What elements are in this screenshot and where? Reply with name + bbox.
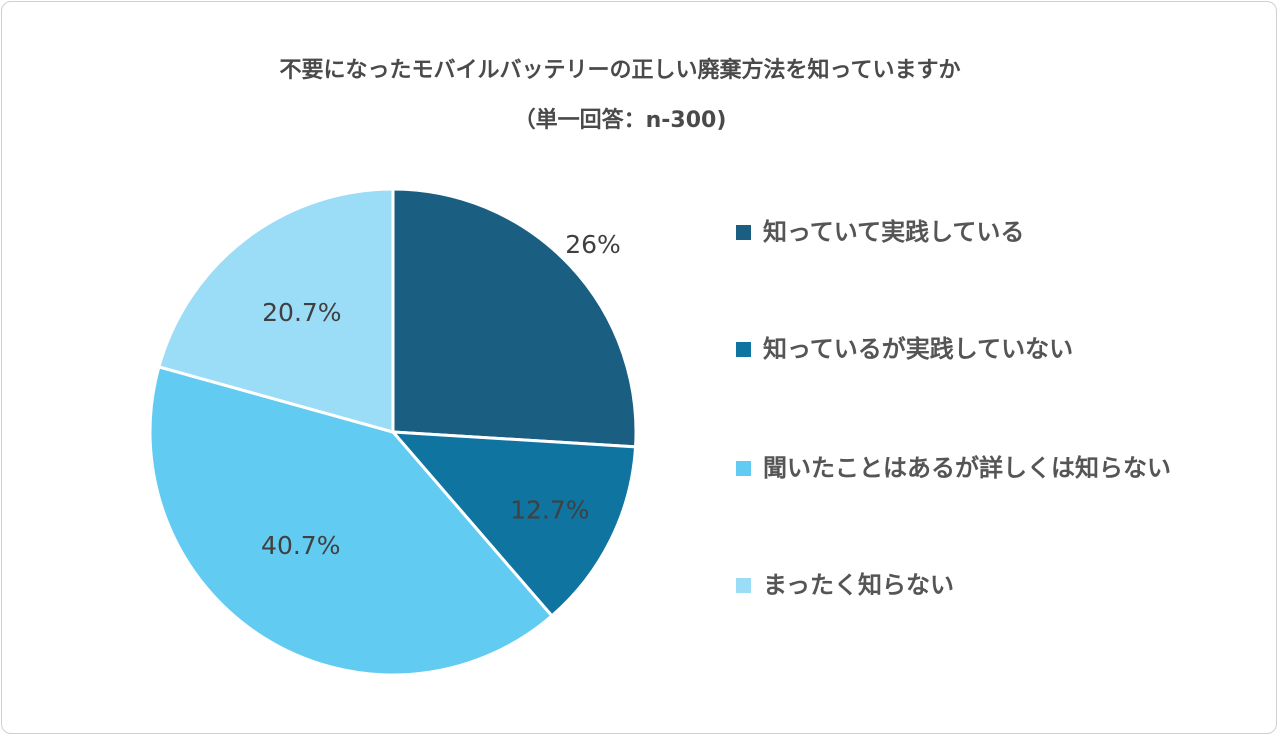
chart-title: 不要になったモバイルバッテリーの正しい廃棄方法を知っていますか — [279, 58, 961, 83]
legend-label: 知っていて実践している — [763, 218, 1025, 246]
legend-label: 知っているが実践していない — [763, 335, 1074, 363]
pie-slice-4 — [157, 187, 395, 434]
legend-swatch — [736, 342, 751, 357]
legend-item-1: 知っていて実践している — [736, 203, 1246, 261]
legend-swatch — [736, 225, 751, 240]
legend-label: まったく知らない — [763, 571, 955, 599]
legend-swatch — [736, 578, 751, 593]
legend-swatch — [736, 461, 751, 476]
data-label-2: 12.7% — [510, 496, 589, 525]
data-label-4: 20.7% — [262, 298, 341, 327]
legend-label: 聞いたことはあるが詳しくは知らない — [763, 454, 1171, 482]
pie-slice-2 — [389, 430, 638, 619]
data-label-3: 40.7% — [261, 531, 340, 560]
chart-subtitle: （単一回答：n-300) — [513, 108, 727, 133]
legend-item-4: まったく知らない — [736, 556, 1246, 614]
data-label-1: 26% — [565, 230, 621, 259]
pie-slice-1 — [391, 187, 638, 449]
pie-slice-3 — [148, 364, 554, 677]
legend-item-3: 聞いたことはあるが詳しくは知らない — [736, 439, 1246, 497]
legend-item-2: 知っているが実践していない — [736, 320, 1246, 378]
